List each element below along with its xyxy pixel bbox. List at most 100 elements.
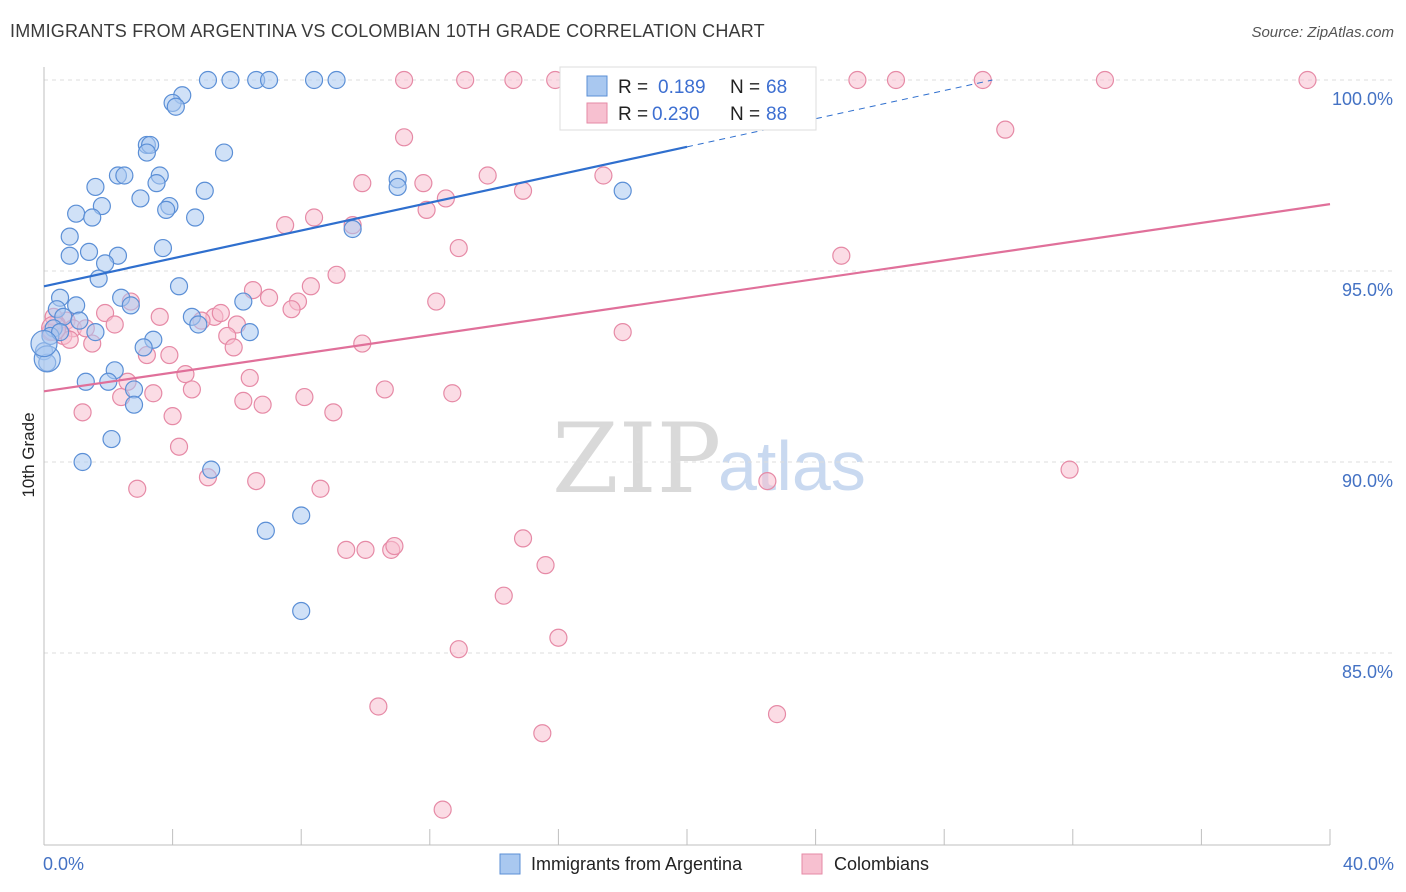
legend-r-label-2: R = bbox=[618, 104, 648, 125]
scatter-point bbox=[121, 296, 140, 315]
scatter-point bbox=[494, 586, 513, 605]
scatter-point bbox=[95, 254, 115, 273]
series-legend: Immigrants from Argentina Colombians bbox=[499, 853, 929, 875]
watermark: ZIP atlas bbox=[552, 403, 866, 515]
scatter-point bbox=[60, 246, 79, 265]
scatter-point bbox=[134, 338, 153, 357]
y-tick-label: 90.0% bbox=[1342, 471, 1393, 491]
scatter-point bbox=[311, 479, 330, 498]
y-tick-label: 95.0% bbox=[1342, 280, 1393, 300]
scatter-point bbox=[137, 143, 156, 162]
scatter-point bbox=[394, 70, 414, 90]
y-tick-label: 100.0% bbox=[1332, 89, 1393, 109]
scatter-point bbox=[234, 292, 253, 311]
x-tick-label-min: 0.0% bbox=[43, 854, 84, 874]
legend-n-label-2: N = bbox=[730, 104, 760, 125]
scatter-point bbox=[147, 174, 166, 193]
y-tick-labels: 85.0% 90.0% 95.0% 100.0% bbox=[1332, 89, 1393, 682]
scatter-point bbox=[150, 307, 169, 326]
scatter-point bbox=[504, 70, 523, 90]
scatter-point bbox=[169, 437, 189, 456]
scatter-point bbox=[282, 300, 301, 319]
legend-n-value-argentina: 68 bbox=[766, 77, 787, 98]
scatter-point bbox=[195, 181, 214, 200]
scatter-point bbox=[369, 697, 388, 716]
scatter-point bbox=[70, 311, 89, 330]
scatter-point bbox=[198, 70, 218, 90]
scatter-point bbox=[176, 365, 195, 384]
scatter-point bbox=[214, 143, 234, 162]
scatter-point bbox=[189, 315, 208, 334]
scatter-point bbox=[758, 472, 777, 491]
source-credit: Source: ZipAtlas.com bbox=[1251, 24, 1394, 41]
gridlines bbox=[44, 79, 1392, 654]
scatter-point bbox=[50, 323, 70, 342]
trend-line-argentina bbox=[43, 145, 688, 288]
scatter-point bbox=[73, 452, 92, 472]
scatter-point bbox=[86, 177, 105, 197]
scatter-point bbox=[533, 724, 552, 743]
legend-swatch-colombians bbox=[586, 102, 608, 124]
scatter-point bbox=[224, 338, 243, 357]
scatter-point bbox=[131, 189, 150, 208]
scatter-point bbox=[1095, 70, 1115, 90]
scatter-point bbox=[221, 70, 240, 90]
scatter-point bbox=[86, 323, 105, 342]
scatter-point bbox=[394, 128, 414, 147]
scatter-point bbox=[886, 70, 906, 90]
scatter-point bbox=[202, 460, 221, 479]
scatter-point bbox=[144, 384, 163, 403]
x-tick-labels: 0.0% 40.0% bbox=[43, 854, 1394, 874]
scatter-point bbox=[449, 640, 468, 659]
legend-r-value-colombians: 0.230 bbox=[652, 104, 700, 125]
bottom-legend-label-argentina: Immigrants from Argentina bbox=[531, 854, 743, 874]
scatter-point bbox=[327, 70, 346, 90]
scatter-point bbox=[234, 391, 253, 410]
scatter-point bbox=[73, 403, 92, 422]
scatter-point bbox=[613, 181, 632, 200]
trend-lines bbox=[43, 79, 1331, 393]
scatter-point bbox=[157, 200, 176, 219]
legend-r-label-1: R = bbox=[618, 77, 648, 98]
scatter-point bbox=[259, 70, 279, 90]
scatter-point bbox=[276, 216, 295, 235]
scatter-point bbox=[124, 380, 144, 399]
scatter-point bbox=[301, 277, 320, 296]
scatter-point bbox=[253, 395, 272, 414]
axes bbox=[43, 67, 1331, 846]
series-argentina-points bbox=[30, 70, 632, 621]
trend-line-colombians bbox=[43, 203, 1331, 393]
scatter-point bbox=[182, 380, 201, 399]
scatter-point bbox=[211, 303, 230, 323]
scatter-point bbox=[295, 387, 314, 407]
scatter-point bbox=[433, 800, 452, 819]
scatter-point bbox=[105, 315, 124, 334]
scatter-point bbox=[832, 246, 851, 265]
scatter-point bbox=[1060, 460, 1079, 479]
scatter-point bbox=[1298, 70, 1317, 90]
scatter-point bbox=[513, 529, 533, 548]
scatter-point bbox=[613, 323, 632, 342]
scatter-point bbox=[594, 166, 613, 185]
scatter-point bbox=[353, 174, 372, 193]
scatter-point bbox=[247, 472, 266, 491]
chart-title: IMMIGRANTS FROM ARGENTINA VS COLOMBIAN 1… bbox=[10, 21, 765, 41]
scatter-point bbox=[427, 292, 446, 311]
scatter-point bbox=[304, 70, 324, 90]
scatter-point bbox=[259, 288, 279, 307]
scatter-point bbox=[375, 380, 394, 399]
bottom-legend-label-colombians: Colombians bbox=[834, 854, 929, 874]
scatter-point bbox=[128, 479, 147, 498]
scatter-point bbox=[240, 323, 259, 342]
scatter-point bbox=[160, 345, 179, 365]
scatter-point bbox=[166, 97, 185, 116]
scatter-point bbox=[443, 384, 462, 403]
scatter-point bbox=[83, 208, 102, 227]
scatter-point bbox=[327, 265, 346, 284]
scatter-point bbox=[169, 277, 189, 296]
scatter-point bbox=[536, 556, 555, 575]
legend-swatch-argentina bbox=[586, 75, 608, 97]
x-tick-label-max: 40.0% bbox=[1343, 854, 1394, 874]
scatter-point bbox=[973, 70, 992, 90]
scatter-point bbox=[186, 208, 205, 227]
